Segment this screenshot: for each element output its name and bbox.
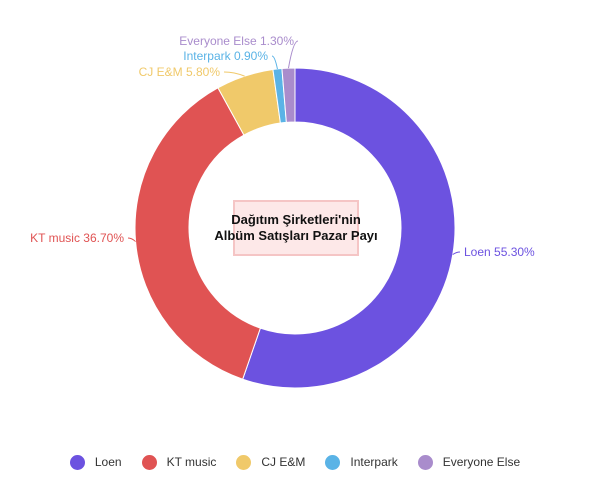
legend-item-interpark[interactable]: Interpark — [325, 454, 398, 470]
chart-legend: Loen KT music CJ E&M Interpark Everyone Else — [0, 450, 590, 474]
chart-title: Dağıtım Şirketleri'nin Albüm Satışları P… — [214, 200, 378, 256]
slice-labels-layer: Loen 55.30% KT music 36.70% CJ E&M 5.80% In… — [30, 34, 535, 259]
legend-item-kt-music[interactable]: KT music — [141, 454, 217, 470]
slice-kt-music[interactable] — [134, 87, 261, 380]
legend-swatch-everyone-else — [417, 454, 433, 470]
leader-line-interpark — [271, 55, 278, 70]
legend-swatch-interpark — [325, 454, 341, 470]
chart-title-line-1: Dağıtım Şirketleri'nin — [231, 212, 361, 227]
slice-label-cj-e-m: CJ E&M 5.80% — [139, 65, 221, 79]
slice-everyone-else[interactable] — [281, 67, 296, 123]
legend-item-loen[interactable]: Loen — [69, 454, 122, 470]
legend-swatch-cj-e-m — [236, 454, 252, 470]
legend-swatch-loen — [69, 454, 85, 470]
legend-swatch-kt-music — [141, 454, 157, 470]
legend-label-cj-e-m: CJ E&M — [261, 455, 306, 469]
legend-item-cj-e-m[interactable]: CJ E&M — [236, 454, 306, 470]
slice-label-everyone-else: Everyone Else 1.30% — [179, 34, 294, 48]
slice-label-loen: Loen 55.30% — [464, 245, 535, 259]
slice-label-interpark: Interpark 0.90% — [183, 49, 268, 63]
legend-label-everyone-else: Everyone Else — [442, 455, 521, 469]
leader-line-cj-e-m — [223, 71, 245, 77]
legend-item-everyone-else[interactable]: Everyone Else — [417, 454, 521, 470]
slice-loen[interactable] — [242, 67, 456, 389]
legend-label-kt-music: KT music — [166, 455, 217, 469]
leader-line-kt-music — [127, 237, 136, 242]
legend-label-loen: Loen — [94, 455, 122, 469]
chart-title-line-2: Albüm Satışları Pazar Payı — [214, 228, 378, 243]
leader-line-everyone-else — [287, 40, 299, 69]
legend-label-interpark: Interpark — [350, 455, 398, 469]
slices-layer — [134, 67, 456, 389]
leader-lines-layer — [127, 40, 461, 255]
slice-label-kt-music: KT music 36.70% — [30, 231, 124, 245]
leader-line-loen — [452, 251, 461, 255]
